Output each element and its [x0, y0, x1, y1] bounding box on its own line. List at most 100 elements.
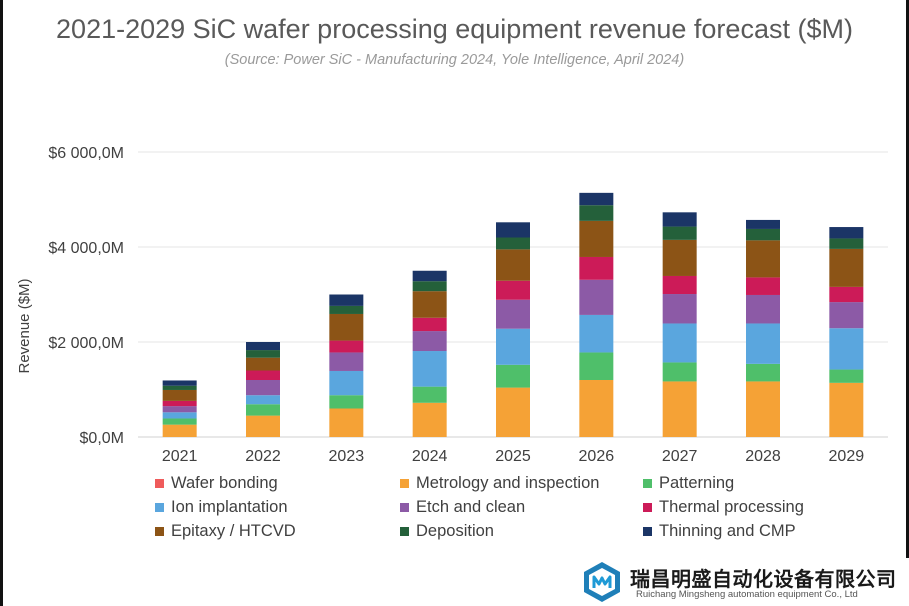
legend-swatch: [400, 526, 409, 536]
bar-segment-epitaxy-htcvd-2029: [829, 248, 864, 287]
bar-segment-deposition-2026: [579, 205, 614, 221]
bar-segment-ion-implantation-2021: [162, 412, 197, 419]
legend-swatch: [400, 502, 409, 512]
chart-title: 2021-2029 SiC wafer processing equipment…: [56, 14, 853, 44]
bar-segment-deposition-2025: [496, 237, 530, 250]
bar-segment-epitaxy-htcvd-2026: [579, 220, 614, 257]
bar-stack-2028: [746, 219, 780, 437]
bar-segment-thermal-processing-2029: [829, 286, 864, 303]
bar-stack-2021: [162, 380, 197, 437]
bar-stack-2023: [329, 294, 364, 437]
legend-label: Thermal processing: [659, 497, 804, 516]
bar-segment-ion-implantation-2027: [662, 323, 697, 363]
bar-segment-thermal-processing-2028: [746, 277, 780, 295]
bar-segment-epitaxy-htcvd-2024: [412, 291, 447, 318]
x-tick-label: 2021: [162, 448, 198, 465]
y-tick-label: $2 000,0M: [48, 335, 124, 352]
bar-segment-metrology-and-inspection-2028: [746, 381, 780, 437]
x-tick-label: 2026: [579, 448, 615, 465]
bar-stack-2026: [579, 192, 614, 437]
bar-segment-ion-implantation-2025: [496, 328, 530, 365]
x-axis-tick-labels: 2021 2022 2023 2024 2025 2026 2027 2028 2029: [162, 448, 864, 465]
bar-segment-patterning-2026: [579, 352, 614, 380]
bar-stack-2022: [246, 342, 280, 437]
bar-segment-etch-and-clean-2023: [329, 352, 364, 371]
legend-label: Deposition: [416, 521, 494, 540]
x-tick-label: 2025: [495, 448, 531, 465]
legend-label: Epitaxy / HTCVD: [171, 521, 296, 540]
y-tick-label: $6 000,0M: [48, 145, 124, 162]
bar-segment-thermal-processing-2025: [496, 280, 530, 300]
legend-label: Etch and clean: [416, 497, 526, 516]
bar-segment-epitaxy-htcvd-2022: [246, 357, 280, 371]
bar-segment-etch-and-clean-2027: [662, 294, 697, 324]
bar-segment-thinning-and-cmp-2025: [496, 222, 530, 238]
bar-segment-ion-implantation-2023: [329, 370, 364, 396]
chart-subtitle: (Source: Power SiC - Manufacturing 2024,…: [224, 52, 685, 68]
bar-segment-thermal-processing-2022: [246, 370, 280, 380]
bar-stack-2027: [662, 212, 697, 437]
y-tick-label: $4 000,0M: [48, 240, 124, 257]
bar-segment-thermal-processing-2023: [329, 340, 364, 353]
bar-segment-patterning-2023: [329, 395, 364, 409]
legend-label: Patterning: [659, 473, 735, 492]
y-axis-tick-labels: $0,0M $2 000,0M $4 000,0M $6 000,0M: [48, 145, 124, 447]
bar-segment-etch-and-clean-2024: [412, 331, 447, 352]
bar-segment-etch-and-clean-2028: [746, 294, 780, 324]
bar-segment-etch-and-clean-2022: [246, 380, 280, 396]
bar-segment-ion-implantation-2024: [412, 351, 447, 387]
bar-segment-metrology-and-inspection-2021: [162, 424, 197, 437]
bar-segment-deposition-2021: [162, 385, 197, 390]
y-tick-label: $0,0M: [80, 430, 124, 447]
bar-segment-thinning-and-cmp-2026: [579, 192, 614, 206]
legend-swatch: [643, 502, 652, 512]
bar-segment-thinning-and-cmp-2024: [412, 270, 447, 282]
bar-segment-patterning-2022: [246, 404, 280, 416]
legend-swatch: [643, 478, 652, 488]
company-name-english: Ruichang Mingsheng automation equipment …: [636, 589, 858, 600]
bar-segment-epitaxy-htcvd-2028: [746, 240, 780, 278]
legend-item-thermal-processing: Thermal processing: [643, 497, 804, 517]
legend-label: Wafer bonding: [171, 473, 278, 492]
bar-segment-epitaxy-htcvd-2027: [662, 239, 697, 276]
bar-segment-deposition-2024: [412, 281, 447, 292]
legend-swatch: [155, 478, 164, 488]
bar-segment-patterning-2027: [662, 362, 697, 382]
bar-segment-metrology-and-inspection-2029: [829, 382, 864, 437]
x-tick-label: 2029: [829, 448, 865, 465]
legend-item-etch-and-clean: Etch and clean: [400, 497, 525, 517]
y-axis-label: Revenue ($M): [16, 278, 33, 373]
bar-segment-epitaxy-htcvd-2025: [496, 249, 530, 281]
company-name-chinese: 瑞昌明盛自动化设备有限公司: [630, 569, 897, 591]
x-tick-label: 2027: [662, 448, 698, 465]
legend-label: Ion implantation: [171, 497, 288, 516]
bar-segment-deposition-2023: [329, 305, 364, 314]
bar-stack-2029: [829, 227, 864, 437]
legend-label: Metrology and inspection: [416, 473, 600, 492]
bar-segment-patterning-2021: [162, 418, 197, 425]
bar-segment-thermal-processing-2026: [579, 256, 614, 280]
bar-stack-2025: [496, 222, 530, 437]
bar-segment-ion-implantation-2022: [246, 395, 280, 405]
legend-item-metrology-and-inspection: Metrology and inspection: [400, 473, 599, 493]
legend-swatch: [400, 478, 409, 488]
bar-segment-thinning-and-cmp-2023: [329, 294, 364, 306]
bar-segment-metrology-and-inspection-2026: [579, 380, 614, 437]
legend-item-thinning-and-cmp: Thinning and CMP: [643, 521, 796, 541]
bar-segment-deposition-2028: [746, 228, 780, 241]
bar-segment-metrology-and-inspection-2022: [246, 415, 280, 437]
bar-segment-patterning-2029: [829, 369, 864, 383]
legend-label: Thinning and CMP: [659, 521, 796, 540]
bar-segment-thinning-and-cmp-2027: [662, 212, 697, 227]
x-tick-label: 2022: [245, 448, 281, 465]
bar-segment-ion-implantation-2026: [579, 314, 614, 353]
bar-segment-etch-and-clean-2029: [829, 302, 864, 329]
bar-segment-ion-implantation-2028: [746, 323, 780, 364]
legend-swatch: [155, 526, 164, 536]
legend-item-patterning: Patterning: [643, 473, 734, 493]
bar-segment-thermal-processing-2021: [162, 400, 197, 407]
bar-segment-metrology-and-inspection-2027: [662, 381, 697, 437]
bar-segment-thinning-and-cmp-2022: [246, 342, 280, 351]
